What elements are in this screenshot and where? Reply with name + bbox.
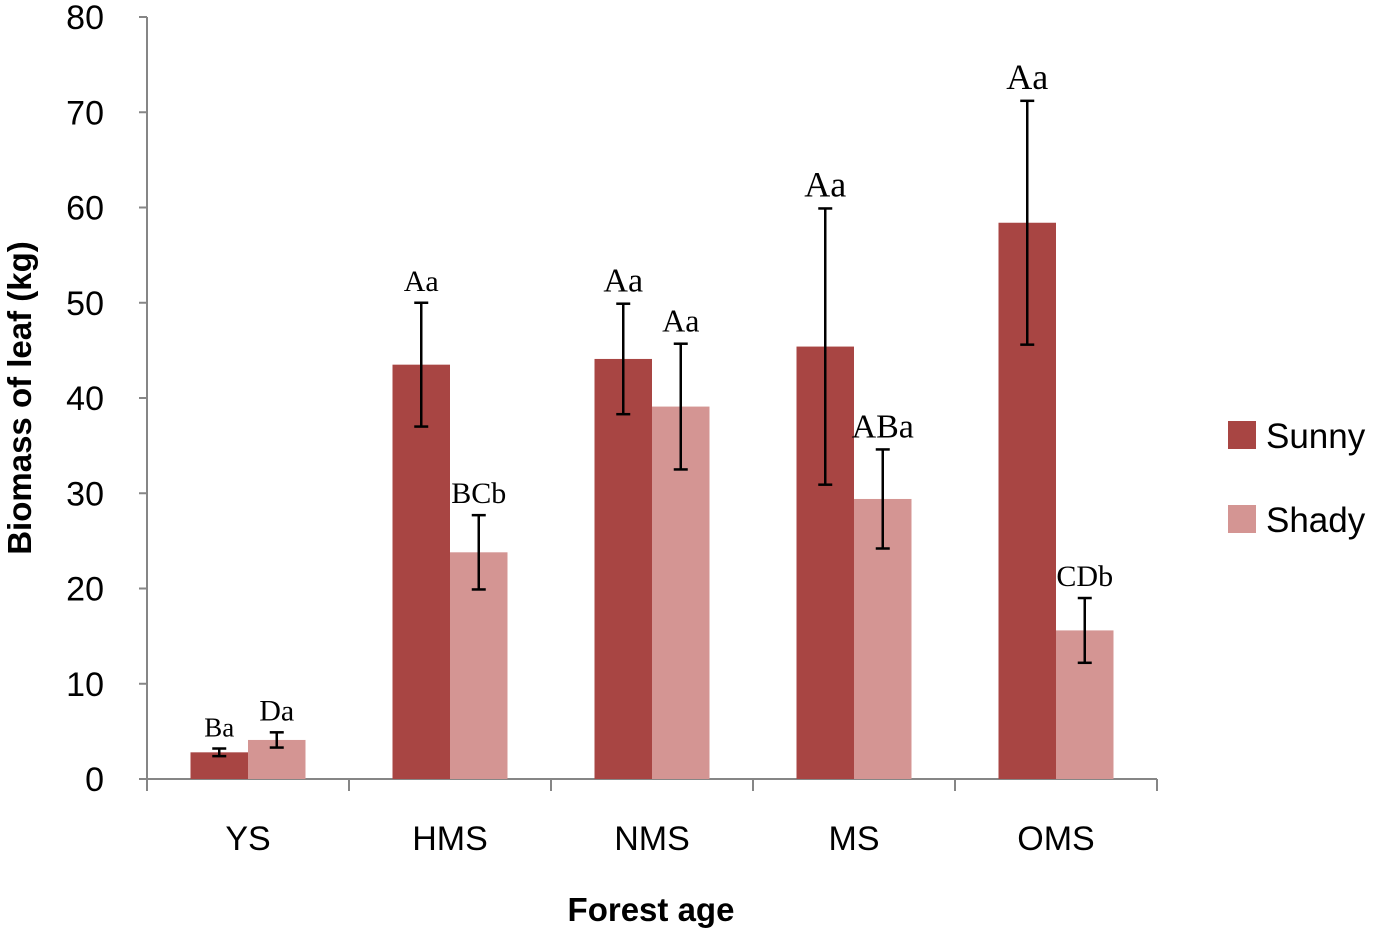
x-tick-label: NMS: [614, 820, 690, 858]
x-axis-title: Forest age: [568, 891, 735, 928]
bars: [190, 222, 1114, 780]
y-tick-label: 40: [66, 380, 104, 418]
legend-swatch-shady: [1228, 505, 1256, 533]
y-tick-label: 70: [66, 94, 104, 132]
y-tick-label: 10: [66, 666, 104, 704]
error-bars: [212, 99, 1092, 758]
significance-label: Aa: [404, 265, 439, 298]
legend-label-sunny: Sunny: [1266, 417, 1366, 456]
x-tick-label: OMS: [1017, 820, 1094, 858]
x-tick-label: YS: [225, 820, 270, 858]
significance-label: Aa: [1006, 57, 1048, 97]
significance-label: Aa: [662, 303, 699, 339]
x-tick-label: HMS: [412, 820, 488, 858]
bar-sunny: [392, 364, 450, 779]
significance-label: CDb: [1056, 560, 1113, 593]
legend-label-shady: Shady: [1266, 501, 1366, 540]
x-axis: YS HMS NMS MS OMS: [146, 778, 1158, 858]
y-tick-label: 60: [66, 190, 104, 228]
y-axis: 0 10 20 30 40 50 60 70 80: [66, 0, 148, 799]
y-tick-label: 0: [85, 761, 104, 799]
y-tick-label: 50: [66, 285, 104, 323]
significance-label: Aa: [603, 263, 643, 300]
y-tick-label: 20: [66, 571, 104, 609]
y-tick-label: 80: [66, 0, 104, 37]
y-axis-title: Biomass of leaf (kg): [1, 241, 38, 555]
y-tick-label: 30: [66, 475, 104, 513]
legend: Sunny Shady: [1228, 417, 1366, 540]
legend-swatch-sunny: [1228, 421, 1256, 449]
significance-label: Ba: [204, 713, 234, 743]
significance-labels: Ba Da Aa BCb Aa Aa Aa ABa Aa CDb: [204, 57, 1113, 743]
significance-label: Da: [259, 694, 294, 727]
significance-label: Aa: [804, 164, 846, 204]
x-tick-label: MS: [829, 820, 880, 858]
significance-label: ABa: [852, 408, 914, 445]
bar-sunny: [594, 358, 652, 779]
significance-label: BCb: [451, 477, 506, 510]
